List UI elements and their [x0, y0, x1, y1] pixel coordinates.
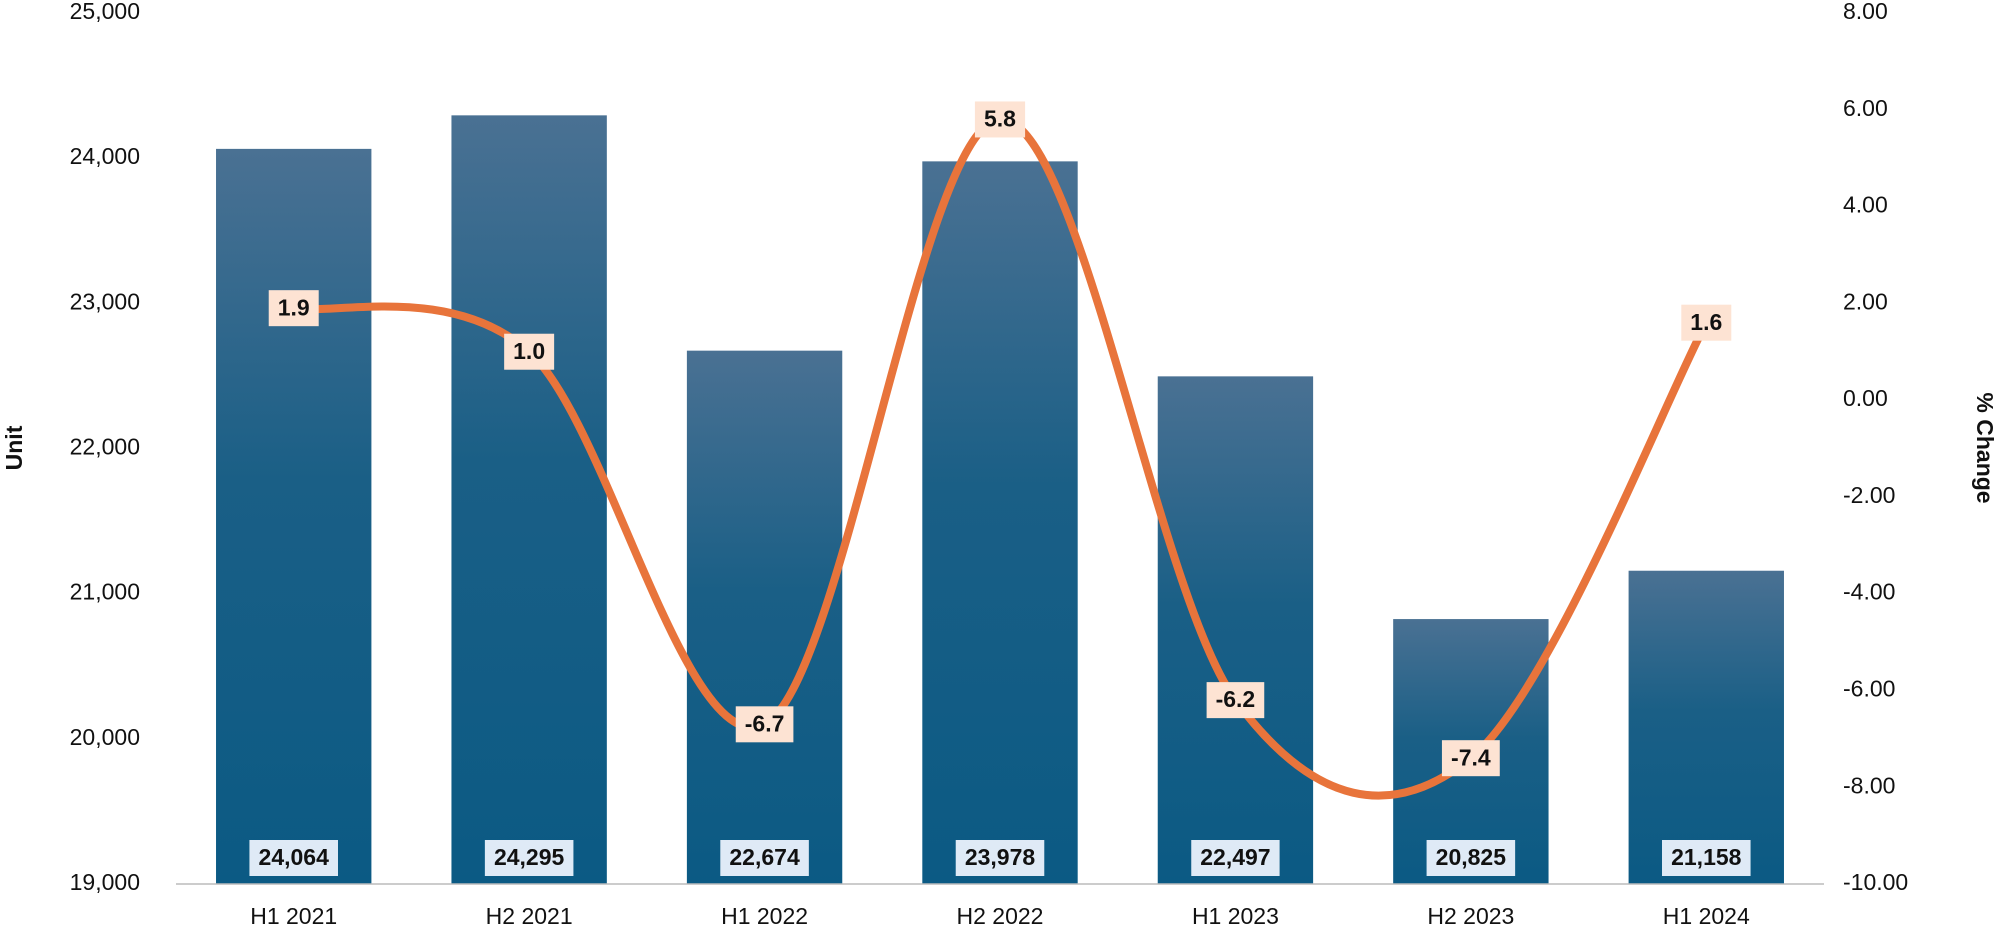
y2-tick-label: -4.00: [1843, 579, 1895, 605]
line-value-label: 1.0: [513, 338, 545, 364]
bar-value-label: 22,497: [1200, 844, 1270, 870]
line-value-label-bg: [735, 706, 794, 743]
bar-value-label-bg: [955, 840, 1045, 876]
bar: [451, 115, 607, 884]
y2-tick-label: -8.00: [1843, 772, 1895, 798]
bar-value-label: 21,158: [1671, 844, 1742, 870]
line-value-label-bg: [268, 290, 319, 327]
x-tick-label: H2 2023: [1427, 903, 1514, 929]
y-tick-label: 22,000: [70, 434, 140, 460]
bar-value-label-bg: [1662, 840, 1751, 876]
y2-tick-label: -6.00: [1843, 676, 1895, 702]
line-value-label-bg: [974, 101, 1026, 138]
y2-tick-label: 2.00: [1843, 288, 1888, 314]
y-tick-label: 24,000: [70, 143, 140, 169]
line-value-label-bg: [504, 333, 555, 370]
x-tick-label: H2 2021: [486, 903, 573, 929]
line-value-label-bg: [1206, 682, 1265, 719]
bar-value-label: 22,674: [729, 844, 800, 870]
bar: [216, 148, 372, 885]
x-tick-label: H1 2021: [250, 903, 337, 929]
y2-tick-label: 8.00: [1843, 0, 1888, 24]
bar: [922, 161, 1078, 884]
bar: [1628, 570, 1784, 884]
y2-tick-label: -10.00: [1843, 869, 1908, 895]
bar-value-label-bg: [249, 840, 338, 876]
bar: [686, 350, 843, 884]
x-tick-label: H1 2024: [1663, 903, 1750, 929]
line-value-label: -6.2: [1216, 686, 1256, 712]
bar-value-label-bg: [484, 840, 574, 876]
y2-tick-label: 6.00: [1843, 95, 1888, 121]
bar-value-label-bg: [1426, 840, 1516, 876]
line-value-label: 5.8: [984, 106, 1016, 132]
x-tick-label: H1 2022: [721, 903, 808, 929]
bar-value-label: 24,064: [259, 844, 330, 870]
bar-value-label: 20,825: [1436, 844, 1507, 870]
line-value-label: -7.4: [1451, 744, 1491, 770]
bar-value-label-bg: [720, 840, 809, 876]
y-tick-label: 21,000: [70, 579, 140, 605]
y-tick-label: 20,000: [70, 724, 140, 750]
y2-tick-label: 0.00: [1843, 385, 1888, 411]
y2-tick-label: 4.00: [1843, 192, 1888, 218]
x-tick-label: H2 2022: [957, 903, 1044, 929]
bar: [1157, 376, 1314, 884]
line-value-label: -6.7: [745, 710, 785, 736]
y2-axis-title: % Change: [1972, 392, 1998, 503]
y-axis-title: Unit: [1, 425, 27, 470]
y-tick-label: 23,000: [70, 288, 140, 314]
bar-value-label: 23,978: [965, 844, 1036, 870]
y-tick-label: 25,000: [70, 0, 140, 24]
line-value-label-bg: [1681, 304, 1732, 341]
line-value-label-bg: [1441, 740, 1500, 777]
bar-value-label: 24,295: [494, 844, 565, 870]
y-tick-label: 19,000: [70, 869, 140, 895]
line-value-label: 1.6: [1690, 309, 1722, 335]
x-tick-label: H1 2023: [1192, 903, 1279, 929]
line-value-label: 1.9: [278, 294, 310, 320]
y2-tick-label: -2.00: [1843, 482, 1895, 508]
bar-value-label-bg: [1191, 840, 1280, 876]
